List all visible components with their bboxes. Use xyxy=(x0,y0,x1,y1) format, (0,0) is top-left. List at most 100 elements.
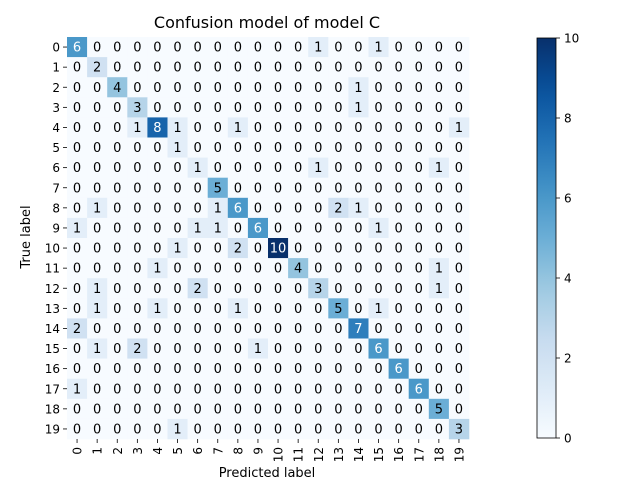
heatmap-cell xyxy=(147,177,168,199)
x-tick-label: 8 xyxy=(231,447,245,455)
cell-value: 0 xyxy=(354,342,362,357)
y-tick-label: 2 xyxy=(52,81,60,95)
heatmap-cell xyxy=(87,278,108,299)
heatmap-cell xyxy=(167,137,188,158)
cell-value: 0 xyxy=(334,61,342,76)
heatmap-cell xyxy=(87,57,108,78)
cell-value: 0 xyxy=(113,121,121,136)
cell-value: 0 xyxy=(133,41,141,56)
heatmap-cell xyxy=(127,318,148,339)
cell-value: 0 xyxy=(133,402,141,417)
heatmap-cell xyxy=(448,258,470,279)
cell-value: 0 xyxy=(234,61,242,76)
cell-value: 0 xyxy=(153,41,161,56)
heatmap-cell xyxy=(308,197,329,219)
heatmap-cell xyxy=(448,398,470,420)
heatmap-cell xyxy=(127,197,148,219)
heatmap-cell xyxy=(308,278,329,299)
heatmap-cell xyxy=(308,217,329,239)
cell-value: 0 xyxy=(214,101,222,116)
cell-value: 0 xyxy=(254,141,262,156)
cell-value: 0 xyxy=(234,221,242,236)
heatmap-cell xyxy=(448,217,470,239)
heatmap-cell xyxy=(348,117,369,138)
heatmap-cell xyxy=(127,77,148,98)
cell-value: 0 xyxy=(415,61,423,76)
cell-value: 0 xyxy=(73,302,81,317)
cell-value: 0 xyxy=(254,101,262,116)
heatmap-cell xyxy=(428,197,450,219)
heatmap-cell xyxy=(388,398,409,420)
cell-value: 0 xyxy=(334,121,342,136)
heatmap-cell xyxy=(268,117,289,138)
cell-value: 0 xyxy=(395,282,403,297)
cell-value: 0 xyxy=(314,201,322,216)
heatmap-cell xyxy=(408,378,430,400)
cell-value: 1 xyxy=(374,302,382,317)
heatmap-cell xyxy=(187,57,208,78)
heatmap-cell xyxy=(87,378,108,400)
heatmap-cell xyxy=(167,338,188,359)
heatmap-cell xyxy=(408,358,430,379)
cell-value: 0 xyxy=(194,201,202,216)
heatmap-cell xyxy=(288,278,309,299)
heatmap-cell xyxy=(127,238,148,259)
cell-value: 0 xyxy=(314,181,322,196)
heatmap-cell xyxy=(227,77,249,98)
cell-value: 0 xyxy=(354,262,362,277)
cell-value: 0 xyxy=(133,262,141,277)
cell-value: 1 xyxy=(153,262,161,277)
cell-value: 0 xyxy=(153,201,161,216)
heatmap-cell xyxy=(67,57,88,78)
heatmap-cell xyxy=(368,177,389,199)
cell-value: 0 xyxy=(194,121,202,136)
heatmap-cell xyxy=(247,418,269,440)
heatmap-cell xyxy=(428,77,450,98)
x-axis-ticks: 0 1 2 3 4 5 6 7 8 9 10 11 12 13 14 15 16 17 18 19 xyxy=(71,439,466,462)
cell-value: 0 xyxy=(294,61,302,76)
cell-value: 0 xyxy=(435,121,443,136)
cell-value: 0 xyxy=(153,141,161,156)
heatmap-cell xyxy=(428,137,450,158)
heatmap-cell xyxy=(428,418,450,440)
cell-value: 0 xyxy=(294,422,302,437)
heatmap-cell xyxy=(268,318,289,339)
heatmap-cells xyxy=(67,37,470,440)
heatmap-cell xyxy=(448,298,470,319)
cell-value: 0 xyxy=(415,221,423,236)
cell-value: 0 xyxy=(113,41,121,56)
cell-value: 0 xyxy=(455,362,463,377)
cell-value: 0 xyxy=(113,141,121,156)
cell-value: 0 xyxy=(294,402,302,417)
colorbar-gradient xyxy=(536,37,557,439)
x-tick-label: 5 xyxy=(171,447,185,455)
cell-value: 1 xyxy=(455,121,463,136)
cell-value: 1 xyxy=(314,161,322,176)
heatmap-cell xyxy=(127,137,148,158)
cell-value: 0 xyxy=(395,221,403,236)
heatmap-cell xyxy=(308,137,329,158)
cell-value: 0 xyxy=(314,342,322,357)
heatmap-cell xyxy=(368,157,389,178)
y-tick-label: 19 xyxy=(45,422,60,436)
cell-value: 0 xyxy=(214,242,222,257)
cell-value: 1 xyxy=(153,302,161,317)
cell-value: 0 xyxy=(113,402,121,417)
cell-value: 0 xyxy=(254,121,262,136)
heatmap-cell xyxy=(227,57,249,78)
heatmap-cell xyxy=(127,57,148,78)
heatmap-cell xyxy=(348,217,369,239)
cell-value: 0 xyxy=(113,242,121,257)
cell-value: 0 xyxy=(455,141,463,156)
y-tick-label: 11 xyxy=(45,262,60,276)
cell-value: 6 xyxy=(374,342,382,357)
cell-value: 0 xyxy=(334,322,342,337)
cell-value: 0 xyxy=(133,201,141,216)
cell-value: 0 xyxy=(314,61,322,76)
x-tick-label: 10 xyxy=(272,447,286,462)
heatmap-cell xyxy=(227,258,249,279)
cell-value: 0 xyxy=(93,422,101,437)
heatmap-cell xyxy=(147,137,168,158)
y-tick-label: 12 xyxy=(45,282,60,296)
